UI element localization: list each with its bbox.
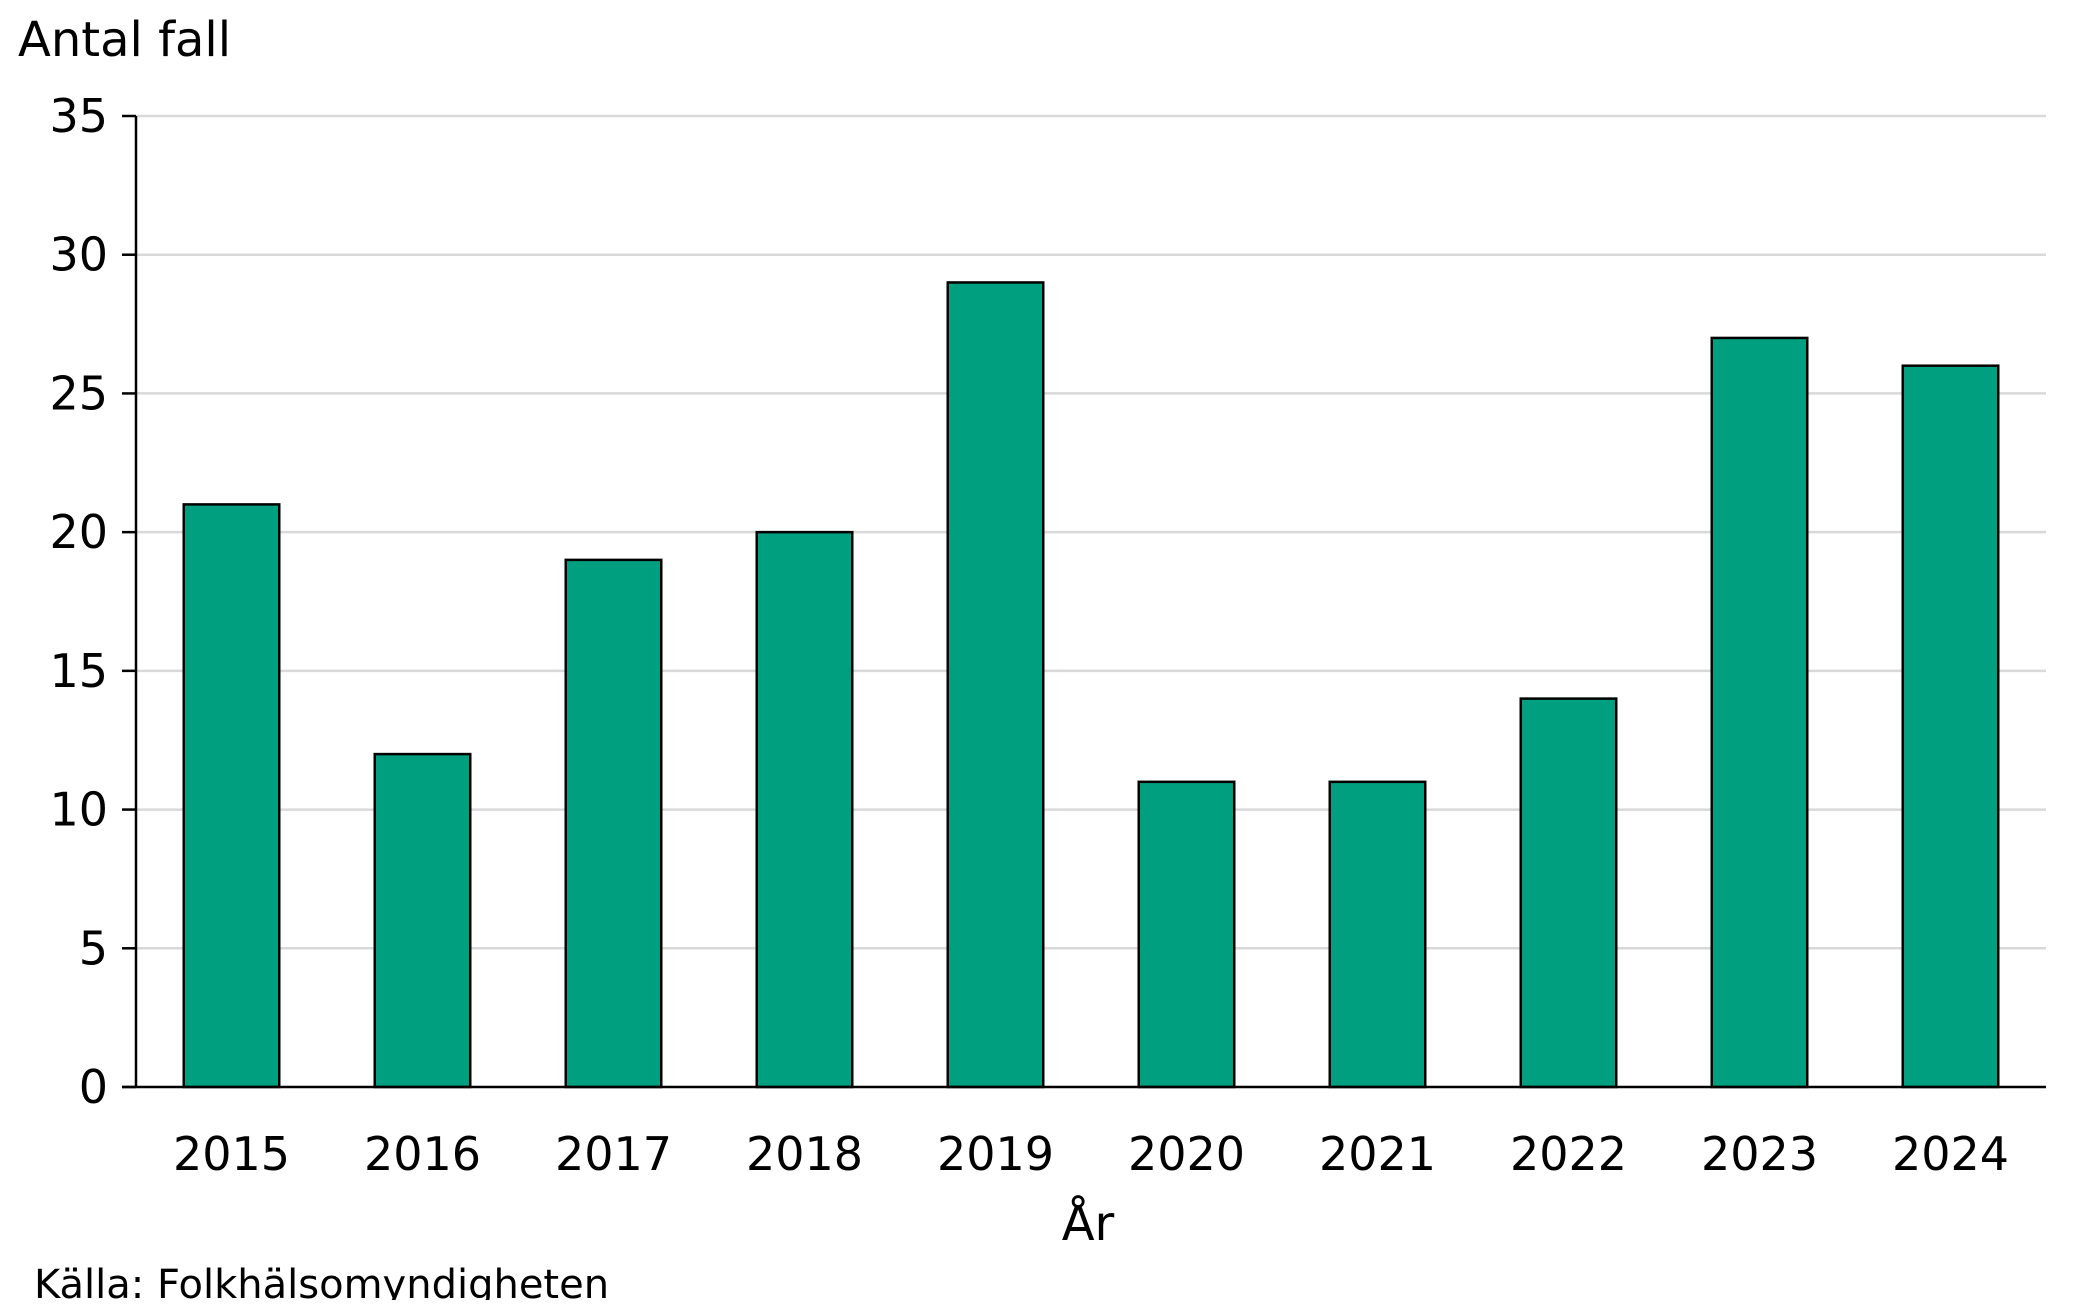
y-tick-label: 25 (49, 366, 108, 420)
source-note: Källa: Folkhälsomyndigheten (34, 1262, 609, 1300)
bar-2022 (1519, 697, 1618, 1089)
y-tick-label: 5 (79, 921, 108, 975)
y-axis-title: Antal fall (18, 12, 231, 68)
bar-2019 (946, 281, 1045, 1089)
x-tick-label: 2017 (555, 1127, 672, 1181)
y-tick-label: 20 (49, 505, 108, 559)
bar-2018 (755, 530, 854, 1089)
bar-2021 (1328, 780, 1427, 1089)
bar-2017 (564, 558, 663, 1089)
x-tick-label: 2022 (1510, 1127, 1627, 1181)
bar-2016 (373, 752, 472, 1089)
x-tick-label: 2018 (746, 1127, 863, 1181)
y-tick-label: 10 (49, 783, 108, 837)
x-tick-label: 2023 (1701, 1127, 1818, 1181)
y-tick-label: 35 (49, 89, 108, 143)
x-tick-label: 2020 (1128, 1127, 1245, 1181)
bar-2020 (1137, 780, 1236, 1089)
y-tick-label: 0 (79, 1060, 108, 1114)
x-tick-label: 2021 (1319, 1127, 1436, 1181)
x-axis-title: År (1062, 1195, 1115, 1252)
bars (182, 281, 2000, 1089)
axes (122, 114, 2046, 1089)
x-tick-label: 2024 (1892, 1127, 2009, 1181)
x-tick-label: 2016 (364, 1127, 481, 1181)
y-tick-label: 30 (49, 228, 108, 282)
bar-2024 (1901, 364, 2000, 1089)
labels: Antal fall År Källa: Folkhälsomyndighete… (18, 12, 2009, 1304)
y-tick-label: 15 (49, 644, 108, 698)
bar-2023 (1710, 336, 1809, 1089)
bar-2015 (182, 503, 281, 1089)
x-tick-label: 2015 (173, 1127, 290, 1181)
x-tick-label: 2019 (937, 1127, 1054, 1181)
